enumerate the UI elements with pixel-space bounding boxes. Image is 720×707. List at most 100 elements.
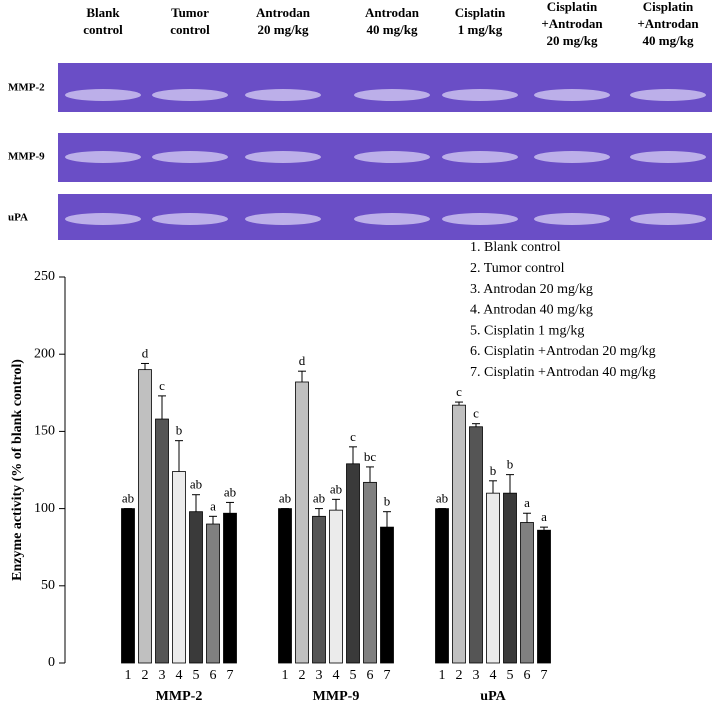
error-bar	[506, 474, 514, 494]
error-bar	[175, 440, 183, 472]
error-bar	[298, 370, 306, 382]
bar	[206, 523, 220, 664]
significance-letter: a	[210, 498, 216, 513]
bar	[172, 471, 186, 664]
error-bar	[315, 508, 323, 517]
bar-number: 3	[473, 668, 480, 683]
gel-band	[152, 151, 228, 163]
bar-number: 5	[507, 668, 514, 683]
gel-band	[354, 151, 430, 163]
lane-label: control	[83, 22, 123, 37]
significance-letter: a	[541, 509, 547, 524]
gel-band	[152, 89, 228, 101]
bar-number: 3	[159, 668, 166, 683]
bar	[503, 492, 517, 664]
lane-label: 1 mg/kg	[458, 22, 503, 37]
bar	[329, 509, 343, 664]
lane-label: +Antrodan	[637, 16, 699, 31]
error-bar	[332, 498, 340, 511]
bar	[138, 369, 152, 664]
row-label: MMP-9	[8, 151, 45, 163]
legend-entry: 1. Blank control	[470, 240, 561, 255]
bar-number: 4	[333, 668, 340, 683]
significance-letter: b	[176, 423, 183, 438]
error-bar	[192, 494, 200, 512]
gel-band	[354, 89, 430, 101]
y-tick-label: 200	[34, 346, 55, 361]
significance-letter: b	[384, 494, 391, 509]
lane-label: +Antrodan	[541, 16, 603, 31]
row-label: uPA	[8, 212, 28, 224]
gel-band	[630, 213, 706, 225]
bar	[155, 418, 169, 664]
significance-letter: ab	[436, 491, 448, 506]
gel-band	[534, 89, 610, 101]
gel-band	[630, 151, 706, 163]
y-axis-label: Enzyme activity (% of blank control)	[10, 359, 25, 581]
bar	[537, 529, 551, 664]
gel-band	[442, 89, 518, 101]
bar-number: 1	[125, 668, 132, 683]
lane-label: Blank	[86, 5, 120, 20]
significance-letter: ab	[224, 484, 236, 499]
bar-number: 4	[490, 668, 497, 683]
y-tick-label: 0	[48, 655, 55, 670]
bar-number: 3	[316, 668, 323, 683]
bar-number: 2	[456, 668, 463, 683]
gel-band	[245, 151, 321, 163]
bar	[452, 404, 466, 664]
error-bar	[383, 511, 391, 528]
gel-band	[65, 89, 141, 101]
bar	[435, 508, 449, 664]
error-bar	[141, 362, 149, 370]
gel-band	[65, 151, 141, 163]
error-bar	[472, 423, 480, 427]
bar-number: 5	[193, 668, 200, 683]
bar-number: 7	[384, 668, 391, 683]
error-bar	[540, 526, 548, 531]
bar	[380, 526, 394, 664]
significance-letter: c	[350, 429, 356, 444]
significance-letter: a	[524, 495, 530, 510]
legend-entry: 3. Antrodan 20 mg/kg	[470, 282, 593, 297]
gel-band	[630, 89, 706, 101]
legend-entry: 5. Cisplatin 1 mg/kg	[470, 323, 584, 338]
lane-label: Tumor	[171, 5, 209, 20]
gel-band	[152, 213, 228, 225]
lane-label: 20 mg/kg	[258, 22, 309, 37]
bar	[189, 511, 203, 664]
lane-label: Cisplatin	[547, 0, 598, 14]
bar	[520, 522, 534, 664]
lane-label: 40 mg/kg	[643, 33, 694, 48]
y-tick-label: 150	[34, 424, 55, 439]
legend-entry: 2. Tumor control	[470, 261, 565, 276]
legend-entry: 7. Cisplatin +Antrodan 40 mg/kg	[470, 365, 656, 380]
gel-strip	[58, 63, 712, 112]
bar-number: 5	[350, 668, 357, 683]
gel-band	[534, 213, 610, 225]
gel-band	[65, 213, 141, 225]
significance-letter: c	[159, 378, 165, 393]
lane-label: 20 mg/kg	[547, 33, 598, 48]
significance-letter: d	[299, 353, 306, 368]
group-label: MMP-2	[156, 689, 203, 704]
significance-letter: ab	[122, 491, 134, 506]
legend-entry: 4. Antrodan 40 mg/kg	[470, 303, 593, 318]
bar-number: 6	[367, 668, 374, 683]
bar-number: 2	[299, 668, 306, 683]
gel-band	[245, 89, 321, 101]
error-bar	[349, 446, 357, 464]
bar	[486, 492, 500, 664]
significance-letter: c	[473, 406, 479, 421]
row-label: MMP-2	[8, 82, 45, 94]
significance-letter: c	[456, 384, 462, 399]
significance-letter: ab	[279, 491, 291, 506]
gel-band	[245, 213, 321, 225]
significance-letter: b	[507, 457, 514, 472]
error-bar	[226, 501, 234, 514]
group-label: MMP-9	[313, 689, 360, 704]
error-bar	[158, 395, 166, 420]
significance-letter: bc	[364, 449, 377, 464]
bar	[312, 515, 326, 664]
gel-band	[534, 151, 610, 163]
